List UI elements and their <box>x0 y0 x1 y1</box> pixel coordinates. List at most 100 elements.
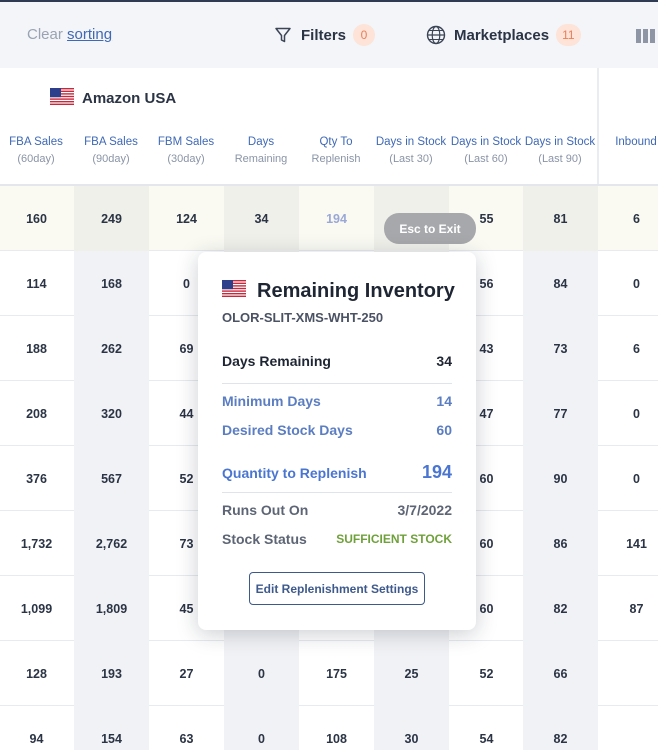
column-header[interactable]: Days in Stock (Last 60) <box>449 134 523 168</box>
table-cell: 73 <box>179 536 194 551</box>
table-cell: 1,809 <box>74 576 149 641</box>
table-cell: 0 <box>633 471 640 486</box>
column-header[interactable]: Inbound <box>599 134 658 151</box>
clear-sorting: Clear sorting <box>27 26 112 43</box>
clear-prefix: Clear <box>27 26 63 43</box>
table-cell: 188 <box>26 341 47 356</box>
column-header-title: Days in Stock <box>524 136 596 148</box>
column-header[interactable]: Days in Stock (Last 30) <box>374 134 448 168</box>
table-cell: 69 <box>179 341 194 356</box>
table-cell: 0 <box>183 276 190 291</box>
column-header-subtitle: (Last 90) <box>538 153 582 165</box>
marketplace-header: Amazon USA <box>50 88 176 109</box>
table-cell[interactable]: 175 <box>326 666 347 681</box>
edit-replenishment-settings-button[interactable]: Edit Replenishment Settings <box>249 572 425 605</box>
days-remaining-label: Days Remaining <box>222 353 331 369</box>
column-header[interactable]: Qty To Replenish <box>299 134 373 168</box>
desired-stock-days-value: 60 <box>436 422 452 438</box>
column-header-subtitle: (Last 30) <box>389 153 433 165</box>
table-cell: 114 <box>26 276 47 291</box>
table-cell: 154 <box>74 706 149 750</box>
desired-stock-days-label: Desired Stock Days <box>222 422 353 438</box>
table-cell: 60 <box>479 601 494 616</box>
table-cell: 2,762 <box>74 511 149 576</box>
table-cell: 0 <box>224 706 299 750</box>
column-header[interactable]: FBA Sales (60day) <box>0 134 73 168</box>
runs-out-value: 3/7/2022 <box>397 502 453 518</box>
remaining-inventory-popover: Remaining Inventory OLOR-SLIT-XMS-WHT-25… <box>198 252 476 630</box>
table-cell: 66 <box>523 641 598 706</box>
table-cell[interactable]: 108 <box>326 731 347 746</box>
toolbar: Clear sorting Filters 0 Marketplaces 11 <box>0 2 658 68</box>
table-cell: 60 <box>479 471 494 486</box>
popover-divider <box>222 492 452 493</box>
table-cell: 47 <box>479 406 494 421</box>
runs-out-label: Runs Out On <box>222 502 309 518</box>
table-cell: 81 <box>523 186 598 251</box>
columns-icon[interactable] <box>636 29 656 48</box>
column-header-title: Qty To <box>319 136 353 148</box>
table-cell: 52 <box>179 471 194 486</box>
table-row[interactable]: 94 154 63 0 108 30 54 82 <box>0 706 658 750</box>
column-header[interactable]: FBA Sales (90day) <box>74 134 148 168</box>
filter-icon <box>274 26 292 44</box>
table-cell: 54 <box>479 731 494 746</box>
esc-to-exit-button[interactable]: Esc to Exit <box>384 213 476 244</box>
table-cell: 60 <box>479 536 494 551</box>
table-cell: 262 <box>74 316 149 381</box>
table-cell: 30 <box>374 706 449 750</box>
table-cell: 84 <box>523 251 598 316</box>
table-cell: 63 <box>179 731 194 746</box>
top-border <box>0 0 658 2</box>
us-flag-icon <box>50 88 74 109</box>
column-header[interactable]: Days in Stock (Last 90) <box>523 134 597 168</box>
table-cell: 87 <box>629 601 644 616</box>
table-row[interactable]: 128 193 27 0 175 25 52 66 <box>0 641 658 706</box>
column-header-subtitle: (60day) <box>17 153 55 165</box>
table-cell: 44 <box>179 406 194 421</box>
quantity-to-replenish-label: Quantity to Replenish <box>222 464 367 481</box>
table-cell: 52 <box>479 666 494 681</box>
marketplaces-label: Marketplaces <box>454 26 550 44</box>
popover-title: Remaining Inventory <box>222 280 455 303</box>
table-cell: 56 <box>479 276 494 291</box>
marketplace-name: Amazon USA <box>82 90 177 107</box>
table-cell <box>599 641 658 706</box>
stock-status-badge: SUFFICIENT STOCK <box>336 532 452 546</box>
table-row[interactable]: 160249124341942655816 <box>0 186 658 251</box>
quantity-to-replenish-row: Quantity to Replenish 194 <box>222 462 452 483</box>
column-header-title: Days <box>247 136 275 148</box>
table-cell: 94 <box>29 731 44 746</box>
table-cell: 0 <box>633 406 640 421</box>
popover-divider <box>222 383 452 384</box>
table-cell: 1,732 <box>20 536 53 551</box>
table-cell: 82 <box>523 706 598 750</box>
table-cell: 90 <box>523 446 598 511</box>
days-remaining-row: Days Remaining 34 <box>222 353 452 369</box>
table-cell: 6 <box>633 341 640 356</box>
column-header[interactable]: Days Remaining <box>224 134 298 168</box>
filters-button[interactable]: Filters 0 <box>274 22 376 48</box>
table-cell <box>599 706 658 750</box>
table-cell: 128 <box>26 666 47 681</box>
popover-title-text: Remaining Inventory <box>257 280 455 302</box>
stock-status-row: Stock Status SUFFICIENT STOCK <box>222 531 452 547</box>
marketplaces-count-badge: 11 <box>556 24 581 46</box>
popover-sku: OLOR-SLIT-XMS-WHT-250 <box>222 310 384 325</box>
column-header-subtitle: Replenish <box>311 153 361 165</box>
table-cell: 77 <box>523 381 598 446</box>
clear-sorting-link[interactable]: sorting <box>67 26 113 43</box>
column-header-subtitle: (Last 60) <box>464 153 508 165</box>
column-header[interactable]: FBM Sales (30day) <box>149 134 223 168</box>
desired-stock-days-row: Desired Stock Days 60 <box>222 422 452 438</box>
header-divider <box>0 184 658 186</box>
minimum-days-label: Minimum Days <box>222 393 321 409</box>
column-header-title: Days in Stock <box>450 136 522 148</box>
marketplaces-button[interactable]: Marketplaces 11 <box>426 22 581 48</box>
table-cell: 0 <box>224 641 299 706</box>
table-cell[interactable]: 194 <box>326 211 347 226</box>
filters-count-badge: 0 <box>353 24 376 46</box>
runs-out-row: Runs Out On 3/7/2022 <box>222 502 452 518</box>
table-cell: 82 <box>523 576 598 641</box>
column-header-title: FBM Sales <box>157 136 215 148</box>
